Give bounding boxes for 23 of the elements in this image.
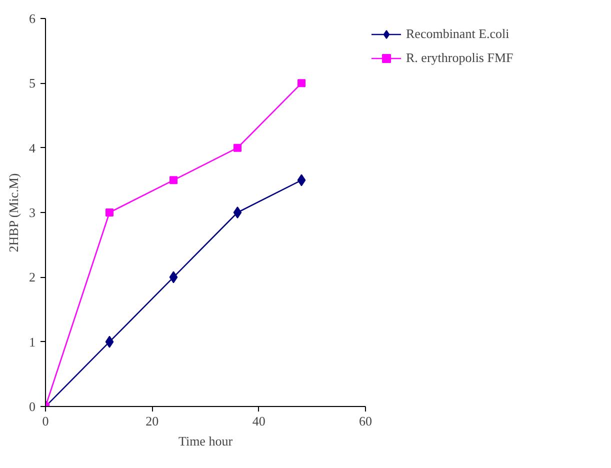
y-axis-title: 2HBP (Mic.M) — [6, 173, 21, 252]
x-tick-label: 20 — [146, 414, 159, 428]
x-axis-title: Time hour — [178, 434, 234, 448]
point — [105, 336, 114, 348]
y-tick-label: 6 — [29, 11, 36, 26]
point — [233, 206, 242, 218]
x-tick-label: 0 — [42, 414, 49, 428]
y-tick-label: 2 — [29, 270, 36, 285]
x-tick-label: 40 — [252, 414, 266, 428]
y-tick-label: 0 — [29, 399, 36, 414]
y-tick-label: 3 — [29, 205, 36, 220]
y-tick-label: 1 — [29, 334, 36, 350]
legend-label: R. erythropolis FMF — [406, 50, 514, 66]
y-tick-label: 5 — [29, 76, 36, 91]
point — [234, 144, 242, 152]
x-tick-label: 60 — [359, 414, 372, 428]
point — [170, 176, 178, 184]
y-tick-label: 4 — [29, 140, 36, 156]
point — [298, 79, 306, 88]
point — [297, 174, 306, 186]
legend-label: Recombinant E.coli — [406, 26, 510, 42]
point — [169, 271, 178, 284]
point — [106, 208, 114, 216]
